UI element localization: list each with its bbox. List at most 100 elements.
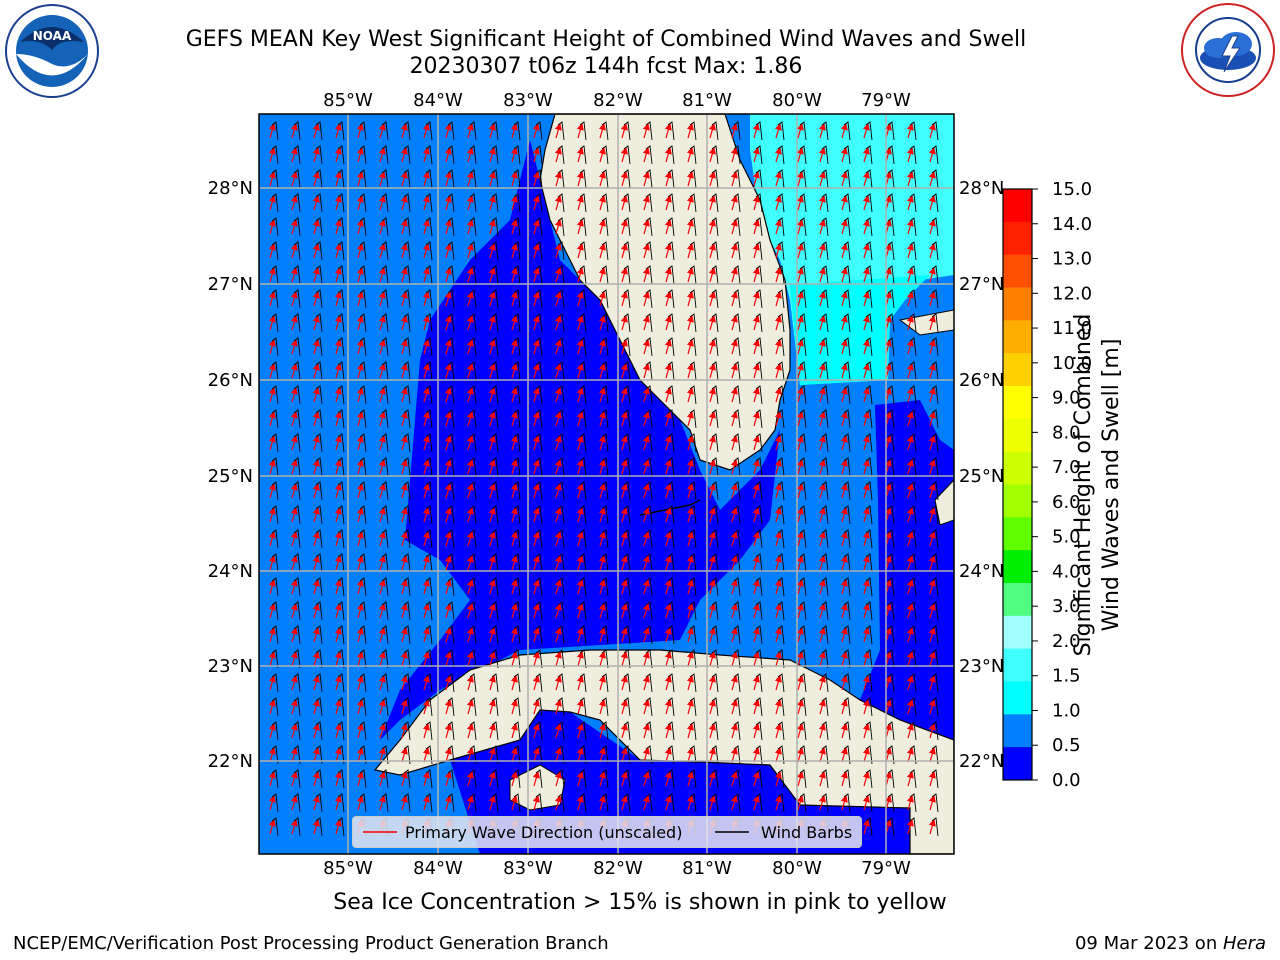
wave-arrow [906,242,914,259]
wave-arrow [290,386,298,403]
wave-arrow [730,242,738,259]
wind-barb [689,361,697,381]
wind-barb [821,361,829,381]
wave-arrow [510,338,518,355]
wave-arrow [686,194,694,211]
wave-arrow [774,146,782,163]
wave-arrow [796,218,804,235]
wave-arrow [708,554,716,571]
wind-barb [601,337,609,357]
wave-arrow [642,218,650,235]
wave-arrow [312,146,320,163]
wind-barb [513,505,521,525]
wave-arrow [290,122,298,139]
wind-barb [425,313,433,333]
wave-arrow [576,482,584,499]
wind-barb [513,265,521,285]
wind-barb [887,289,895,309]
wind-barb [469,553,477,573]
wind-barb [381,193,389,213]
wind-barb [777,625,785,645]
wind-barb [579,169,587,189]
wave-arrow [290,482,298,499]
chart-title: GEFS MEAN Key West Significant Height of… [185,27,1027,52]
wind-barb [909,217,917,237]
wave-arrow [906,146,914,163]
wave-arrow [554,362,562,379]
wave-arrow [752,362,760,379]
wave-arrow [642,458,650,475]
wind-barb [601,649,609,669]
wind-barb [315,193,323,213]
wave-arrow [466,530,474,547]
wave-arrow [444,434,452,451]
wave-arrow [554,482,562,499]
wind-barb [733,505,741,525]
wave-arrow [400,122,408,139]
wave-arrow [444,290,452,307]
wind-barb [711,241,719,261]
wind-barb [689,457,697,477]
wave-arrow [708,218,716,235]
wave-arrow [906,506,914,523]
wind-barb [513,529,521,549]
wind-barb [689,409,697,429]
wind-barb [535,337,543,357]
wave-arrow [796,170,804,187]
wind-barb [799,385,807,405]
wind-barb [733,217,741,237]
wave-arrow [466,626,474,643]
wind-barb [887,481,895,501]
wave-arrow [554,218,562,235]
wind-barb [711,481,719,501]
wave-arrow [312,338,320,355]
wind-barb [579,385,587,405]
wave-arrow [796,146,804,163]
wind-barb [579,409,587,429]
wind-barb [491,409,499,429]
colorbar-swatch [1003,615,1032,650]
wave-arrow [928,290,936,307]
wind-barb [777,385,785,405]
wave-arrow [818,554,826,571]
wave-arrow [312,194,320,211]
wave-arrow [488,626,496,643]
wave-arrow [400,146,408,163]
wind-barb [447,145,455,165]
wave-arrow [642,362,650,379]
wave-arrow [642,266,650,283]
wave-arrow [620,314,628,331]
wave-arrow [378,218,386,235]
wind-barb [689,265,697,285]
wave-arrow [356,218,364,235]
wind-barb [909,505,917,525]
wind-barb [403,361,411,381]
wave-arrow [510,386,518,403]
wave-arrow [818,578,826,595]
wind-barb [909,241,917,261]
wave-arrow [532,650,540,667]
wave-arrow [598,506,606,523]
wave-arrow [664,506,672,523]
wave-arrow [774,386,782,403]
wind-barb [623,529,631,549]
wave-arrow [532,242,540,259]
wind-barb [469,121,477,141]
wave-arrow [400,218,408,235]
wind-barb [887,625,895,645]
wind-barb [755,625,763,645]
wind-barb [931,193,939,213]
wind-barb [403,553,411,573]
wind-barb [491,145,499,165]
wave-arrow [268,386,276,403]
wave-arrow [532,410,540,427]
wind-barb [689,601,697,621]
wind-barb [931,217,939,237]
wind-barb [381,289,389,309]
wave-arrow [796,362,804,379]
wind-barb [733,313,741,333]
wave-arrow [796,242,804,259]
wave-arrow [774,314,782,331]
wave-arrow [532,482,540,499]
wind-barb [755,337,763,357]
